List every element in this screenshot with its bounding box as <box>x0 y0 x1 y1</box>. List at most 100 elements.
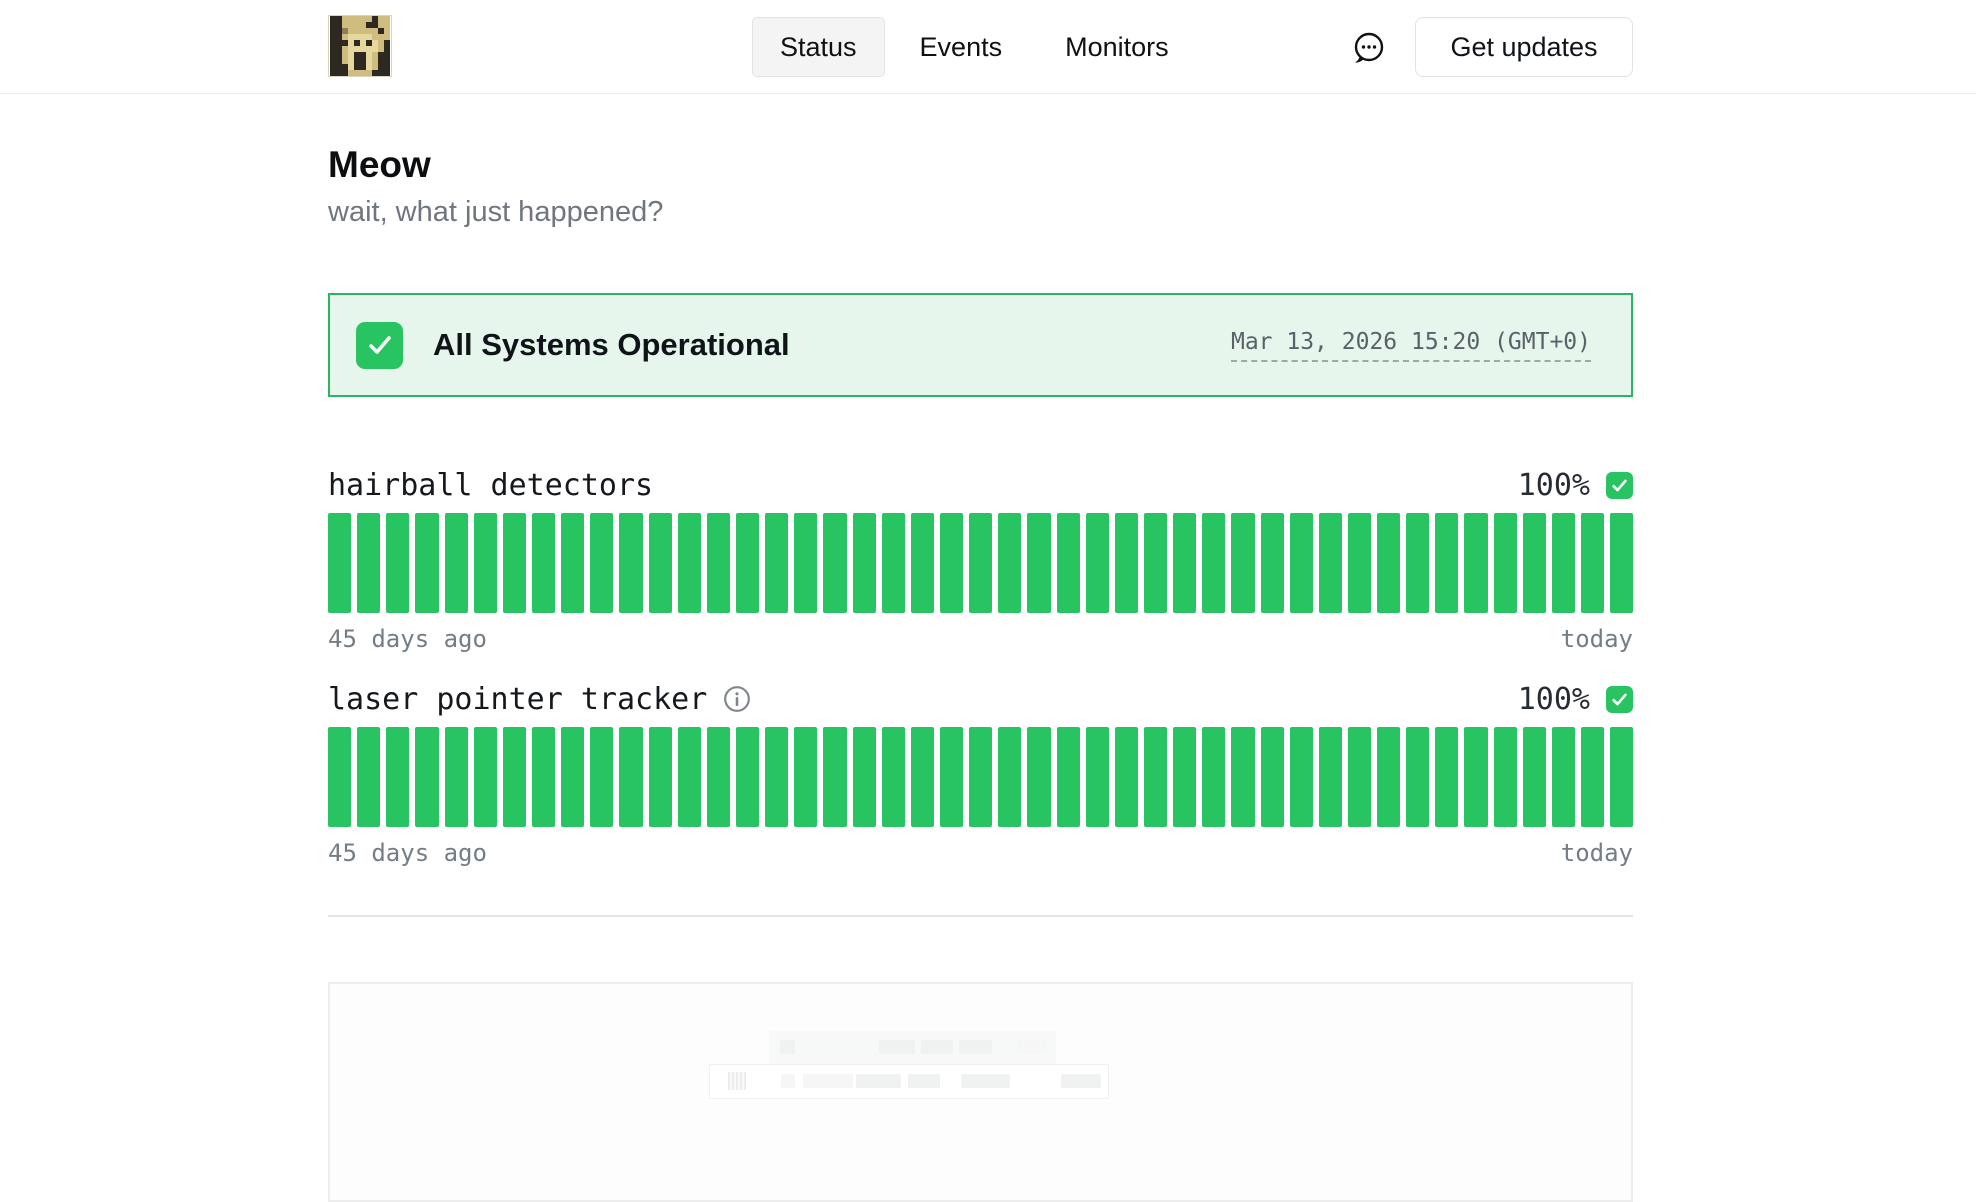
uptime-bar[interactable] <box>1202 513 1225 613</box>
uptime-bar[interactable] <box>1464 727 1487 827</box>
uptime-bar[interactable] <box>1057 727 1080 827</box>
uptime-bar[interactable] <box>853 727 876 827</box>
uptime-bar[interactable] <box>1173 513 1196 613</box>
uptime-bar[interactable] <box>328 727 351 827</box>
uptime-bar[interactable] <box>1231 513 1254 613</box>
uptime-bar[interactable] <box>678 727 701 827</box>
uptime-bar[interactable] <box>882 727 905 827</box>
uptime-bar[interactable] <box>445 727 468 827</box>
uptime-bar[interactable] <box>765 513 788 613</box>
uptime-bar[interactable] <box>1377 513 1400 613</box>
uptime-bar[interactable] <box>503 727 526 827</box>
uptime-bar[interactable] <box>386 727 409 827</box>
uptime-bar[interactable] <box>386 513 409 613</box>
uptime-bar[interactable] <box>1261 727 1284 827</box>
status-timestamp[interactable]: Mar 13, 2026 15:20 (GMT+0) <box>1231 329 1591 362</box>
ghost-block <box>1017 1040 1047 1054</box>
uptime-bar[interactable] <box>1494 513 1517 613</box>
uptime-bar[interactable] <box>736 727 759 827</box>
uptime-bar[interactable] <box>532 513 555 613</box>
uptime-bar[interactable] <box>1115 513 1138 613</box>
uptime-bar[interactable] <box>1348 513 1371 613</box>
uptime-bar[interactable] <box>998 727 1021 827</box>
uptime-bar[interactable] <box>940 513 963 613</box>
tab-events[interactable]: Events <box>892 17 1031 77</box>
uptime-bar[interactable] <box>1523 727 1546 827</box>
uptime-bar[interactable] <box>357 727 380 827</box>
uptime-bar[interactable] <box>1231 727 1254 827</box>
uptime-bar[interactable] <box>1348 727 1371 827</box>
uptime-bar[interactable] <box>1086 513 1109 613</box>
uptime-bar[interactable] <box>1057 513 1080 613</box>
uptime-bar[interactable] <box>998 513 1021 613</box>
uptime-bar[interactable] <box>1377 727 1400 827</box>
uptime-bar[interactable] <box>823 513 846 613</box>
uptime-bar[interactable] <box>561 513 584 613</box>
uptime-bar[interactable] <box>1610 513 1633 613</box>
uptime-bar[interactable] <box>1290 727 1313 827</box>
uptime-bar[interactable] <box>1581 727 1604 827</box>
uptime-bar[interactable] <box>1464 513 1487 613</box>
uptime-bar[interactable] <box>415 727 438 827</box>
uptime-bar[interactable] <box>1173 727 1196 827</box>
uptime-bar[interactable] <box>1027 513 1050 613</box>
uptime-bar[interactable] <box>415 513 438 613</box>
uptime-bar[interactable] <box>707 727 730 827</box>
uptime-bar[interactable] <box>969 727 992 827</box>
uptime-bar[interactable] <box>794 513 817 613</box>
uptime-bar[interactable] <box>1435 727 1458 827</box>
logo-image[interactable] <box>328 15 392 77</box>
uptime-bar[interactable] <box>1027 727 1050 827</box>
uptime-bar[interactable] <box>794 727 817 827</box>
uptime-bar[interactable] <box>590 727 613 827</box>
uptime-bar[interactable] <box>911 513 934 613</box>
uptime-bar[interactable] <box>1319 727 1342 827</box>
uptime-bar[interactable] <box>532 727 555 827</box>
uptime-bar[interactable] <box>590 513 613 613</box>
uptime-bar[interactable] <box>1086 727 1109 827</box>
uptime-bar[interactable] <box>882 513 905 613</box>
uptime-bar[interactable] <box>823 727 846 827</box>
uptime-bar[interactable] <box>503 513 526 613</box>
tab-monitors[interactable]: Monitors <box>1037 17 1197 77</box>
feedback-chat-button[interactable] <box>1348 28 1388 68</box>
uptime-bar[interactable] <box>1523 513 1546 613</box>
uptime-bar[interactable] <box>619 513 642 613</box>
uptime-bar[interactable] <box>357 513 380 613</box>
uptime-bar[interactable] <box>1552 727 1575 827</box>
uptime-bar[interactable] <box>1144 513 1167 613</box>
uptime-bar[interactable] <box>911 727 934 827</box>
tab-status[interactable]: Status <box>752 17 885 77</box>
uptime-bar[interactable] <box>1261 513 1284 613</box>
uptime-bar[interactable] <box>1144 727 1167 827</box>
uptime-bar[interactable] <box>445 513 468 613</box>
uptime-bar[interactable] <box>1581 513 1604 613</box>
uptime-bar[interactable] <box>1319 513 1342 613</box>
uptime-bar[interactable] <box>649 727 672 827</box>
uptime-bar[interactable] <box>1494 727 1517 827</box>
uptime-bar[interactable] <box>853 513 876 613</box>
uptime-bar[interactable] <box>1202 727 1225 827</box>
uptime-bar[interactable] <box>707 513 730 613</box>
uptime-bar[interactable] <box>1290 513 1313 613</box>
uptime-bar[interactable] <box>1552 513 1575 613</box>
uptime-bar[interactable] <box>328 513 351 613</box>
uptime-bar[interactable] <box>649 513 672 613</box>
uptime-bar[interactable] <box>561 727 584 827</box>
info-icon[interactable] <box>723 685 751 713</box>
uptime-bar[interactable] <box>1115 727 1138 827</box>
get-updates-button[interactable]: Get updates <box>1415 17 1633 77</box>
uptime-bar[interactable] <box>940 727 963 827</box>
uptime-bar[interactable] <box>1406 727 1429 827</box>
uptime-bar[interactable] <box>474 727 497 827</box>
uptime-bar[interactable] <box>678 513 701 613</box>
uptime-bar[interactable] <box>1435 513 1458 613</box>
uptime-bar[interactable] <box>474 513 497 613</box>
uptime-bar[interactable] <box>1610 727 1633 827</box>
uptime-bar[interactable] <box>969 513 992 613</box>
uptime-bar[interactable] <box>1406 513 1429 613</box>
uptime-bar[interactable] <box>765 727 788 827</box>
uptime-bar[interactable] <box>736 513 759 613</box>
uptime-bar[interactable] <box>619 727 642 827</box>
ghost-block <box>959 1040 992 1054</box>
